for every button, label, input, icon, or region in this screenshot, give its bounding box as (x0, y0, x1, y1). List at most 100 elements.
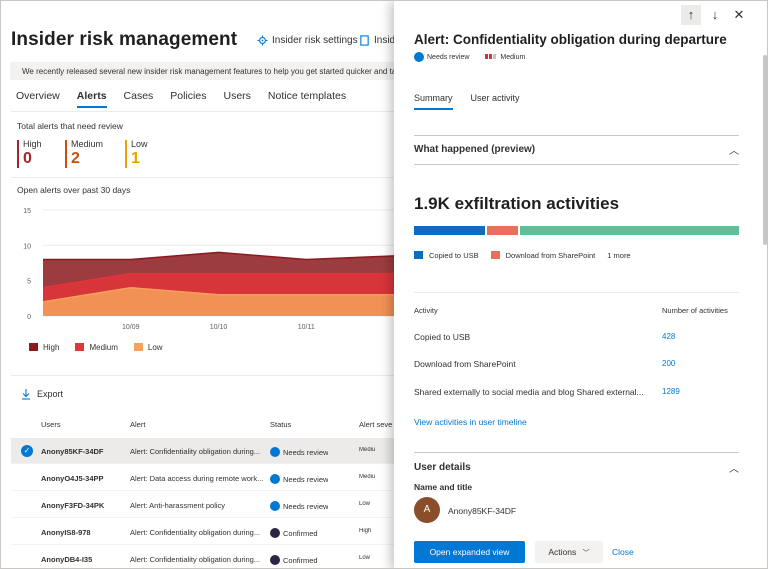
legend-sharepoint-label: Download from SharePoint (505, 251, 596, 260)
settings-label: Insider risk settings (272, 35, 358, 46)
series-line-high (43, 251, 395, 261)
low-count-card[interactable]: Low 1 (125, 139, 148, 168)
col-users[interactable]: Users (41, 420, 61, 429)
chart-title: Open alerts over past 30 days (17, 185, 131, 195)
table-row[interactable]: AnonyIS8-978 Alert: Confidentiality obli… (11, 519, 394, 545)
activity-row: Copied to USB 428 (414, 332, 739, 342)
panel-scrollbar[interactable] (761, 25, 767, 545)
tab-notice-templates[interactable]: Notice templates (267, 90, 347, 102)
status-dot-icon (270, 501, 280, 511)
legend-medium-swatch (75, 343, 85, 351)
row-severity-label: Mediu (359, 447, 376, 453)
col-status[interactable]: Status (270, 420, 292, 429)
legend-medium[interactable]: Medium (75, 343, 118, 352)
row-severity: Mediu (359, 447, 375, 453)
arrow-down-icon[interactable]: ↓ (711, 7, 719, 22)
legend-sharepoint: Download from SharePoint (490, 251, 596, 260)
status-dot-icon (270, 447, 280, 457)
row-alert: Alert: Confidentiality obligation during… (130, 447, 261, 456)
high-bar (17, 140, 19, 168)
alert-detail-panel: ↑ ↓ ✕ Alert: Confidentiality obligation … (394, 1, 767, 568)
user-name: Anony85KF-34DF (448, 506, 517, 516)
table-row[interactable]: AnonyO4J5-34PP Alert: Data access during… (11, 465, 394, 491)
export-button[interactable]: Export (21, 388, 63, 400)
panel-badges: Needs review Medium (414, 52, 525, 62)
download-icon (22, 389, 30, 400)
arrow-up-icon[interactable]: ↑ (681, 5, 701, 25)
activity-col-header: Activity (414, 306, 438, 315)
medium-count-card[interactable]: Medium 2 (65, 139, 103, 168)
table-row[interactable]: AnonyF3FD-34PK Alert: Anti-harassment po… (11, 492, 394, 518)
bar-segment (486, 226, 521, 235)
row-status-label: Confirmed (283, 555, 318, 565)
legend-high[interactable]: High (29, 343, 59, 352)
insider-risk-settings-link[interactable]: Insider risk settings (257, 35, 358, 46)
info-banner-text: We recently released several new insider… (22, 66, 394, 76)
chevron-up-icon[interactable]: ︿ (729, 464, 739, 475)
scrollbar-thumb[interactable] (763, 55, 767, 245)
row-status: Confirmed (270, 528, 318, 538)
chart-legend: High Medium Low (29, 343, 163, 352)
col-severity[interactable]: Alert seve (359, 420, 393, 429)
tab-alerts[interactable]: Alerts (76, 90, 107, 108)
tab-user-activity[interactable]: User activity (470, 93, 520, 103)
what-happened-heading[interactable]: What happened (preview) (414, 144, 536, 155)
legend-more[interactable]: 1 more (607, 251, 631, 260)
activity-count[interactable]: 200 (662, 359, 676, 368)
row-severity: Mediu (359, 474, 375, 480)
view-timeline-link[interactable]: View activities in user timeline (414, 417, 527, 427)
row-severity: Low (359, 501, 370, 507)
activity-count[interactable]: 428 (662, 332, 676, 341)
activity-count[interactable]: 1289 (662, 387, 680, 396)
medium-bar (65, 140, 67, 168)
actions-button[interactable]: Actions ﹀ (535, 541, 603, 563)
tab-overview[interactable]: Overview (16, 90, 60, 102)
x-tick-label: 10/10 (210, 324, 228, 331)
y-tick-label: 0 (27, 314, 31, 321)
tab-users[interactable]: Users (223, 90, 251, 102)
row-severity-label: Low (359, 555, 371, 561)
avatar: A (414, 497, 440, 523)
chevron-up-icon[interactable]: ︿ (729, 146, 739, 157)
close-link[interactable]: Close (612, 547, 634, 557)
series-line-low (42, 286, 394, 303)
activities-headline: 1.9K exfiltration activities (414, 194, 620, 213)
checkmark-icon[interactable]: ✓ (21, 445, 33, 457)
close-icon[interactable]: ✕ (733, 7, 745, 22)
table-row[interactable]: AnonyDB4-I35 Alert: Confidentiality obli… (11, 546, 394, 568)
divider (414, 452, 739, 453)
high-value: 0 (23, 150, 32, 167)
row-severity: High (359, 528, 371, 534)
y-tick-label: 15 (23, 208, 31, 215)
legend-usb: Copied to USB (414, 251, 479, 260)
high-label: High (23, 139, 42, 149)
x-tick-label: 10/09 (122, 324, 140, 331)
main-tabs: Overview Alerts Cases Policies Users Not… (16, 90, 346, 108)
user-details-heading[interactable]: User details (414, 462, 471, 473)
name-title-label: Name and title (414, 482, 473, 492)
legend-low-label: Low (147, 343, 163, 352)
row-severity-label: High (359, 528, 372, 534)
row-alert: Alert: Anti-harassment policy (130, 501, 226, 510)
severity-badge: Medium (485, 53, 525, 61)
tab-summary[interactable]: Summary (414, 93, 453, 110)
panel-tabs: Summary User activity (414, 93, 520, 110)
table-row[interactable]: ✓ Anony85KF-34DF Alert: Confidentiality … (11, 438, 394, 464)
legend-high-label: High (43, 343, 60, 352)
severity-bars-icon (485, 53, 497, 61)
tab-policies[interactable]: Policies (170, 90, 207, 102)
divider (414, 164, 739, 165)
legend-low[interactable]: Low (133, 343, 163, 352)
row-severity: Low (359, 555, 370, 561)
x-tick-label: 10/11 (298, 324, 315, 331)
count-col-header: Number of activities (662, 306, 728, 315)
status-dot-icon (270, 474, 280, 484)
legend-medium-label: Medium (89, 343, 118, 352)
row-alert: Alert: Data access during remote work... (130, 474, 264, 483)
open-expanded-view-button[interactable]: Open expanded view (414, 541, 525, 563)
tab-cases[interactable]: Cases (123, 90, 154, 102)
header-second-link[interactable]: Insid (359, 35, 395, 46)
divider (414, 135, 739, 136)
high-count-card[interactable]: High 0 (17, 139, 42, 168)
col-alert[interactable]: Alert (130, 420, 146, 429)
